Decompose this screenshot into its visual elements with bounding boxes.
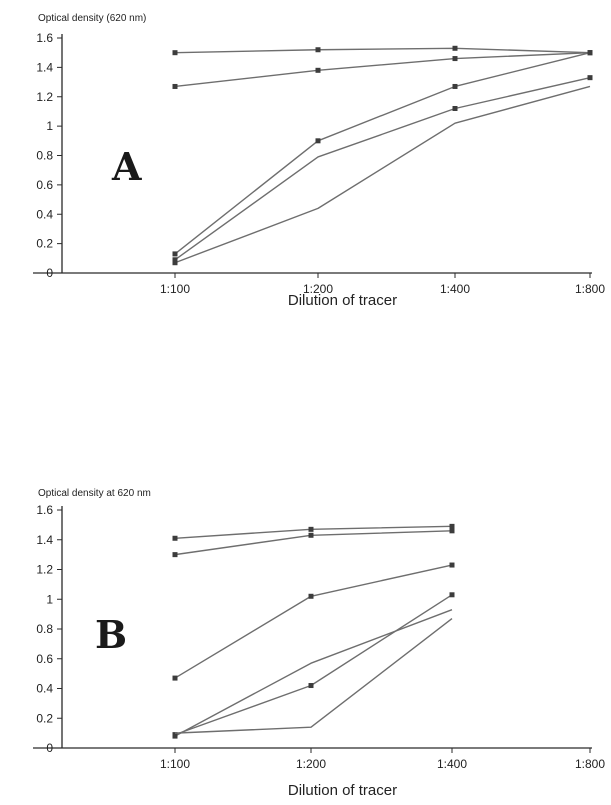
b-series-5-line bbox=[174, 609, 453, 737]
b-series-6-line bbox=[174, 618, 453, 734]
a-x-tick-label: 1:200 bbox=[303, 282, 333, 296]
b-x-axis-title: Dilution of tracer bbox=[288, 782, 397, 799]
a-x-axis-title: Dilution of tracer bbox=[288, 292, 397, 309]
b-series-1-point bbox=[172, 535, 178, 541]
b-series-1-point bbox=[449, 523, 455, 529]
b-x-tick-label: 1:800 bbox=[575, 757, 605, 771]
b-series-4-point bbox=[308, 683, 314, 689]
a-series-3-point bbox=[452, 83, 458, 89]
a-y-tick-label: 1.2 bbox=[36, 90, 53, 104]
b-y-tick-label: 0 bbox=[46, 741, 53, 755]
a-series-3-line bbox=[174, 52, 591, 255]
a-series-3-point bbox=[587, 50, 593, 56]
b-y-tick-label: 0.6 bbox=[36, 652, 53, 666]
a-series-3-point bbox=[315, 138, 321, 144]
a-y-tick-label: 1 bbox=[46, 119, 53, 133]
b-series-1-point bbox=[308, 526, 314, 532]
b-series-2-point bbox=[172, 552, 178, 558]
panel-a-chart: A 0 0.2 0.4 0.6 0.8 1 1.2 1.4 1.6 1:100 1:200 1:400… bbox=[33, 13, 605, 309]
a-y-axis-title: Optical density (620 nm) bbox=[38, 13, 146, 24]
a-y-tick-label: 0 bbox=[46, 266, 53, 280]
a-x-tick-label: 1:800 bbox=[575, 282, 605, 296]
a-series-4-point bbox=[452, 106, 458, 111]
b-x-tick-label: 1:100 bbox=[160, 757, 190, 771]
a-x-tick-label: 1:400 bbox=[440, 282, 470, 296]
a-series-4-point bbox=[172, 257, 178, 263]
b-y-tick-label: 0.2 bbox=[36, 711, 53, 725]
a-series-2-point bbox=[172, 83, 178, 89]
b-y-tick-label: 1 bbox=[46, 592, 53, 606]
a-series-2-point bbox=[452, 56, 458, 62]
a-series-4-line bbox=[174, 76, 591, 261]
b-series-3-point bbox=[449, 562, 455, 568]
a-series-5-line bbox=[174, 85, 591, 264]
b-y-axis-title: Optical density at 620 nm bbox=[38, 488, 151, 499]
b-series-2-point bbox=[449, 528, 455, 534]
b-y-tick-label: 0.8 bbox=[36, 622, 53, 636]
a-y-tick-label: 0.6 bbox=[36, 178, 53, 192]
b-series-5-point bbox=[172, 733, 178, 739]
a-series-1-point bbox=[172, 50, 178, 56]
b-series-3-point bbox=[172, 675, 178, 681]
panel-a-letter: A bbox=[111, 144, 142, 189]
b-y-tick-label: 1.4 bbox=[36, 533, 53, 547]
a-series-1-point bbox=[452, 45, 458, 51]
b-y-tick-label: 1.2 bbox=[36, 563, 53, 577]
panel-b-letter: B bbox=[95, 612, 127, 657]
b-y-tick-label: 1.6 bbox=[36, 503, 53, 517]
b-y-tick-label: 0.4 bbox=[36, 682, 53, 696]
b-x-tick-label: 1:400 bbox=[437, 757, 467, 771]
b-series-3-point bbox=[308, 593, 314, 599]
a-series-2-point bbox=[315, 67, 321, 73]
b-series-2-point bbox=[308, 532, 314, 538]
a-series-4-point bbox=[587, 75, 593, 81]
a-y-tick-label: 1.4 bbox=[36, 60, 53, 74]
a-series-2-line bbox=[174, 51, 591, 88]
a-series-1-line bbox=[174, 47, 591, 54]
a-x-tick-label: 1:100 bbox=[160, 282, 190, 296]
a-y-tick-label: 1.6 bbox=[36, 31, 53, 45]
a-series-1-point bbox=[315, 47, 321, 53]
panel-b-chart: B 0 0.2 0.4 0.6 0.8 1 1.2 1.4 1.6 1:100 1:200 1:400… bbox=[33, 488, 605, 799]
a-series-3-point bbox=[172, 251, 178, 257]
a-series-5-point bbox=[172, 260, 178, 266]
a-y-tick-label: 0.4 bbox=[36, 207, 53, 221]
a-y-tick-label: 0.8 bbox=[36, 149, 53, 163]
b-x-tick-label: 1:200 bbox=[296, 757, 326, 771]
a-y-tick-label: 0.2 bbox=[36, 237, 53, 251]
b-series-4-point bbox=[449, 592, 455, 598]
